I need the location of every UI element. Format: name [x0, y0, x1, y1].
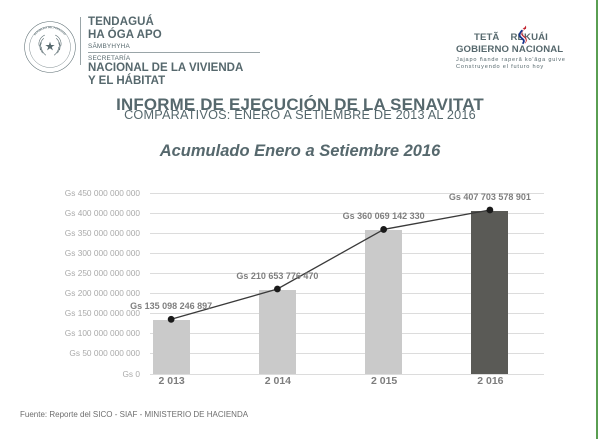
svg-text:REPUBLICA DEL PARAGUAY: REPUBLICA DEL PARAGUAY	[33, 26, 66, 36]
